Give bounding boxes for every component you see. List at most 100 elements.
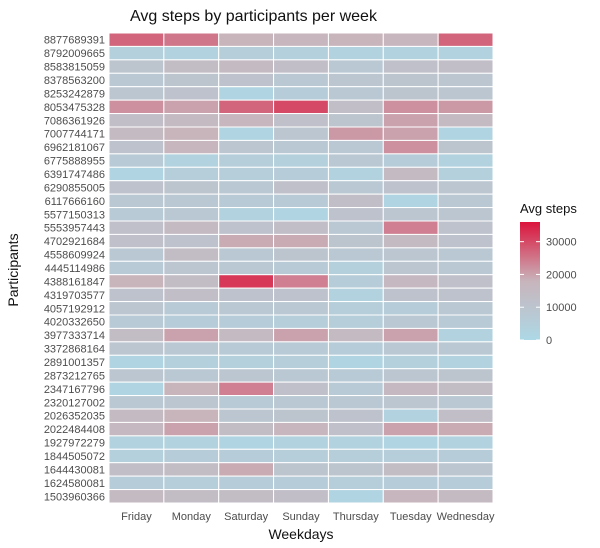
heatmap-cell (382, 113, 439, 128)
heatmap-cell (437, 301, 494, 316)
heatmap-cell (218, 408, 275, 423)
heatmap-cell (327, 341, 384, 356)
heatmap-cell (218, 59, 275, 74)
heatmap-cell (273, 233, 329, 249)
heatmap-cell (327, 475, 384, 491)
heatmap-cell (327, 45, 384, 61)
heatmap-cell (218, 368, 275, 383)
heatmap-cell (218, 489, 275, 504)
heatmap-cell (163, 113, 220, 128)
heatmap-cell (273, 274, 329, 289)
chart-title: Avg steps by participants per week (130, 8, 378, 25)
heatmap-cell (273, 166, 329, 182)
y-tick-label: 6391747486 (44, 169, 105, 181)
heatmap-cell (327, 327, 384, 343)
heatmap-cell (327, 301, 384, 316)
heatmap-cell (437, 368, 494, 383)
heatmap-cell (382, 435, 439, 450)
heatmap-cell (327, 72, 384, 88)
legend-tick-label: 20000 (546, 269, 577, 281)
heatmap-cell (382, 489, 439, 504)
heatmap-cell (218, 260, 275, 276)
legend: Avg steps 0 10000 20000 30000 (520, 201, 577, 347)
heatmap-cell (273, 126, 329, 141)
heatmap-cell (218, 86, 275, 101)
heatmap-cell (163, 435, 220, 450)
y-tick-label: 6775888955 (44, 156, 105, 168)
heatmap-cell (437, 287, 494, 303)
x-tick-label: Saturday (224, 511, 269, 523)
heatmap-cell (218, 354, 275, 370)
heatmap-cell (108, 314, 165, 329)
heatmap-cell (108, 86, 165, 101)
heatmap-cell (163, 220, 220, 235)
heatmap-cell (108, 260, 165, 276)
heatmap-cell (108, 45, 165, 61)
heatmap-cell (382, 260, 439, 276)
heatmap-cell (437, 139, 494, 155)
heatmap-cell (108, 180, 165, 195)
heatmap-cell (163, 301, 220, 316)
legend-tick-label: 0 (546, 335, 552, 347)
heatmap-cell (273, 113, 329, 128)
heatmap-cell (382, 421, 439, 437)
heatmap-cell (273, 247, 329, 262)
heatmap-cell (327, 462, 384, 477)
heatmap-cell (218, 247, 275, 262)
heatmap-cell (382, 301, 439, 316)
heatmap-cell (108, 113, 165, 128)
heatmap-cell (382, 475, 439, 491)
x-tick-label: Wednesday (437, 511, 495, 523)
heatmap-cell (382, 354, 439, 370)
heatmap-cell (327, 207, 384, 222)
heatmap-cell (382, 59, 439, 74)
x-tick-label: Tuesday (390, 511, 432, 523)
heatmap-cell (218, 395, 275, 410)
heatmap-cell (437, 274, 494, 289)
heatmap-cell (382, 368, 439, 383)
heatmap-cells (108, 32, 494, 504)
y-tick-label: 5553957443 (44, 223, 105, 235)
heatmap-cell (327, 421, 384, 437)
heatmap-cell (273, 220, 329, 235)
heatmap-cell (327, 113, 384, 128)
heatmap-cell (382, 287, 439, 303)
y-tick-label: 4020332650 (44, 317, 105, 329)
y-tick-label: 2873212765 (44, 370, 105, 382)
y-tick-label: 4388161847 (44, 276, 105, 288)
heatmap-cell (273, 381, 329, 397)
heatmap-cell (218, 448, 275, 464)
heatmap-cell (327, 99, 384, 115)
heatmap-cell (437, 153, 494, 168)
heatmap-cell (327, 180, 384, 195)
heatmap-cell (218, 475, 275, 491)
heatmap-cell (437, 166, 494, 182)
heatmap-cell (273, 72, 329, 88)
heatmap-cell (218, 233, 275, 249)
heatmap-cell (108, 448, 165, 464)
heatmap-cell (108, 287, 165, 303)
heatmap-cell (163, 408, 220, 423)
heatmap-cell (108, 59, 165, 74)
heatmap-cell (163, 72, 220, 88)
heatmap-cell (437, 341, 494, 356)
heatmap-cell (218, 139, 275, 155)
heatmap-cell (273, 462, 329, 477)
heatmap-cell (437, 475, 494, 491)
heatmap-cell (437, 193, 494, 209)
y-tick-label: 2026352035 (44, 411, 105, 423)
y-tick-label: 7086361926 (44, 115, 105, 127)
heatmap-cell (163, 395, 220, 410)
heatmap-cell (273, 45, 329, 61)
heatmap-cell (108, 166, 165, 182)
heatmap-cell (273, 99, 329, 115)
heatmap-cell (382, 247, 439, 262)
heatmap-cell (273, 287, 329, 303)
heatmap-cell (437, 395, 494, 410)
heatmap-cell (327, 126, 384, 141)
heatmap-cell (163, 86, 220, 101)
y-tick-label: 2022484408 (44, 424, 105, 436)
heatmap-cell (218, 72, 275, 88)
heatmap-cell (273, 32, 329, 47)
heatmap-cell (437, 435, 494, 450)
